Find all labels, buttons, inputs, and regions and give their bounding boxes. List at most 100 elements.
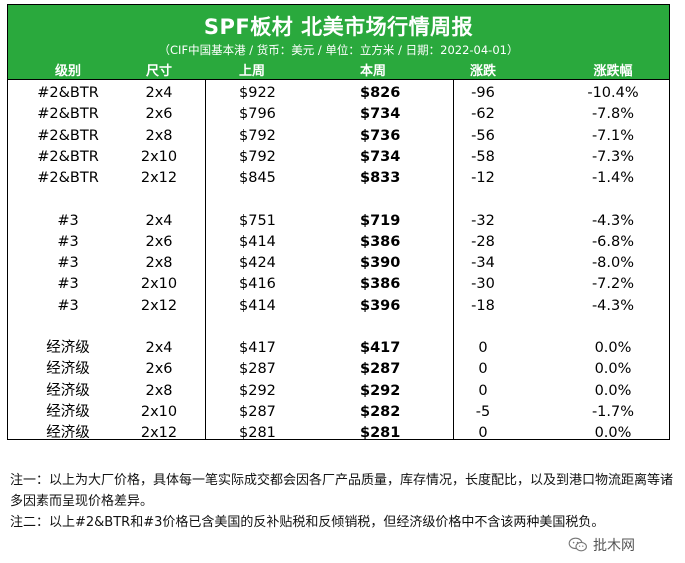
cell-this-week: $292 [360,382,401,399]
wechat-icon [568,537,587,552]
cell-this-week: $386 [360,276,401,293]
cell-change-pct: -7.2% [591,276,635,293]
cell-change: 0 [478,361,488,378]
header-divider [8,79,669,80]
cell-change: -28 [471,233,495,250]
cell-last-week: $414 [239,297,276,314]
cell-change: -96 [471,85,495,101]
cell-change-pct: -7.1% [591,127,635,144]
cell-grade: 经济级 [46,403,90,420]
cell-change: 0 [478,340,488,356]
cell-last-week: $792 [239,148,276,165]
cell-this-week: $417 [360,340,401,356]
cell-size: 2x12 [140,170,178,187]
cell-grade: #3 [57,297,79,314]
report-header: SPF板材 北美市场行情周报 （CIF中国基本港 / 货币：美元 / 单位：立方… [8,5,669,79]
cell-last-week: $281 [239,425,276,442]
cell-size: 2x12 [140,297,178,314]
cell-change: -58 [471,148,495,165]
cell-this-week: $833 [360,170,401,187]
cell-change-pct: 0.0% [594,382,632,399]
cell-size: 2x8 [145,255,173,272]
cell-grade: #3 [57,276,79,293]
price-report-table: SPF板材 北美市场行情周报 （CIF中国基本港 / 货币：美元 / 单位：立方… [7,4,670,442]
column-divider-this-week [453,79,454,439]
cell-this-week: $736 [360,127,401,144]
cell-grade: 经济级 [46,340,90,356]
cell-this-week: $287 [360,361,401,378]
cell-grade: #2&BTR [37,106,99,123]
cell-grade: 经济级 [46,361,90,378]
cell-change: 0 [478,382,488,399]
cell-grade: 经济级 [46,382,90,399]
note-two: 注二：以上#2&BTR和#3价格已含美国的反补贴税和反倾销税，但经济级价格中不含… [10,515,605,530]
report-title: SPF板材 北美市场行情周报 [203,15,474,39]
cell-change-pct: -7.3% [591,148,635,165]
watermark: 批木网 [568,535,635,555]
cell-last-week: $424 [239,255,276,272]
cell-change-pct: -8.0% [591,255,635,272]
cell-change: 0 [478,425,488,442]
cell-grade: #2&BTR [37,148,99,165]
cell-change-pct: 0.0% [594,340,632,356]
cell-last-week: $845 [239,170,276,187]
cell-change-pct: 0.0% [594,361,632,378]
cell-this-week: $719 [360,212,401,229]
cell-grade: #3 [57,255,79,272]
column-header-size: 尺寸 [145,64,172,79]
cell-change-pct: -7.8% [591,106,635,123]
cell-size: 2x8 [145,127,173,144]
cell-change-pct: 0.0% [594,425,632,442]
cell-this-week: $282 [360,403,401,420]
cell-last-week: $792 [239,127,276,144]
cell-grade: #2&BTR [37,85,99,101]
cell-this-week: $734 [360,106,401,123]
cell-change: -56 [471,127,495,144]
report-subtitle: （CIF中国基本港 / 货币：美元 / 单位：立方米 / 日期：2022-04-… [158,43,519,57]
cell-size: 2x8 [145,382,173,399]
column-header-grade: 级别 [54,64,81,79]
cell-last-week: $287 [239,403,276,420]
cell-size: 2x6 [145,106,173,123]
cell-size: 2x10 [140,148,178,165]
column-header-change: 涨跌 [469,64,496,79]
cell-size: 2x10 [140,403,178,420]
cell-size: 2x12 [140,425,178,442]
cell-this-week: $390 [360,255,401,272]
cell-change-pct: -6.8% [591,233,635,250]
cell-this-week: $386 [360,233,401,250]
column-divider-size [205,79,206,439]
cell-this-week: $734 [360,148,401,165]
cell-grade: 经济级 [46,425,90,442]
cell-last-week: $417 [239,340,276,356]
cell-last-week: $751 [239,212,276,229]
cell-size: 2x6 [145,361,173,378]
cell-grade: #3 [57,233,79,250]
cell-change: -62 [471,106,495,123]
cell-change-pct: -1.4% [591,170,635,187]
column-header-last-week: 上周 [239,64,266,79]
cell-grade: #2&BTR [37,170,99,187]
cell-change-pct: -4.3% [591,297,635,314]
cell-this-week: $826 [360,85,401,101]
cell-grade: #2&BTR [37,127,99,144]
cell-change: -18 [471,297,495,314]
cell-size: 2x6 [145,233,173,250]
cell-size: 2x4 [145,85,173,101]
cell-change: -34 [471,255,495,272]
cell-this-week: $281 [360,425,401,442]
cell-size: 2x4 [145,212,173,229]
column-header-this-week: 本周 [360,64,387,79]
cell-change-pct: -1.7% [591,403,635,420]
cell-change: -30 [471,276,495,293]
cell-change: -12 [471,170,495,187]
cell-last-week: $292 [239,382,276,399]
column-header-change-pct: 涨跌幅 [593,64,633,79]
cell-change-pct: -4.3% [591,212,635,229]
cell-last-week: $796 [239,106,276,123]
cell-change: -5 [475,403,491,420]
note-one: 注一：以上为大厂价格，具体每一笔实际成交都会因各厂产品质量，库存情况，长度配比，… [10,473,674,509]
cell-size: 2x10 [140,276,178,293]
cell-last-week: $416 [239,276,276,293]
cell-last-week: $287 [239,361,276,378]
